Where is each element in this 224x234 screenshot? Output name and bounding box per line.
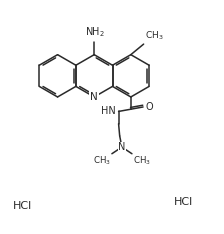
Text: CH$_3$: CH$_3$: [93, 155, 111, 167]
Text: N: N: [118, 142, 126, 152]
Text: N: N: [90, 92, 98, 102]
Text: CH$_3$: CH$_3$: [145, 29, 163, 42]
Text: O: O: [146, 102, 153, 112]
Text: HCl: HCl: [174, 197, 193, 207]
Text: NH$_2$: NH$_2$: [85, 25, 105, 39]
Text: HCl: HCl: [13, 201, 32, 211]
Text: N: N: [118, 142, 126, 152]
Text: CH$_3$: CH$_3$: [133, 155, 151, 167]
Text: HN: HN: [101, 106, 116, 117]
